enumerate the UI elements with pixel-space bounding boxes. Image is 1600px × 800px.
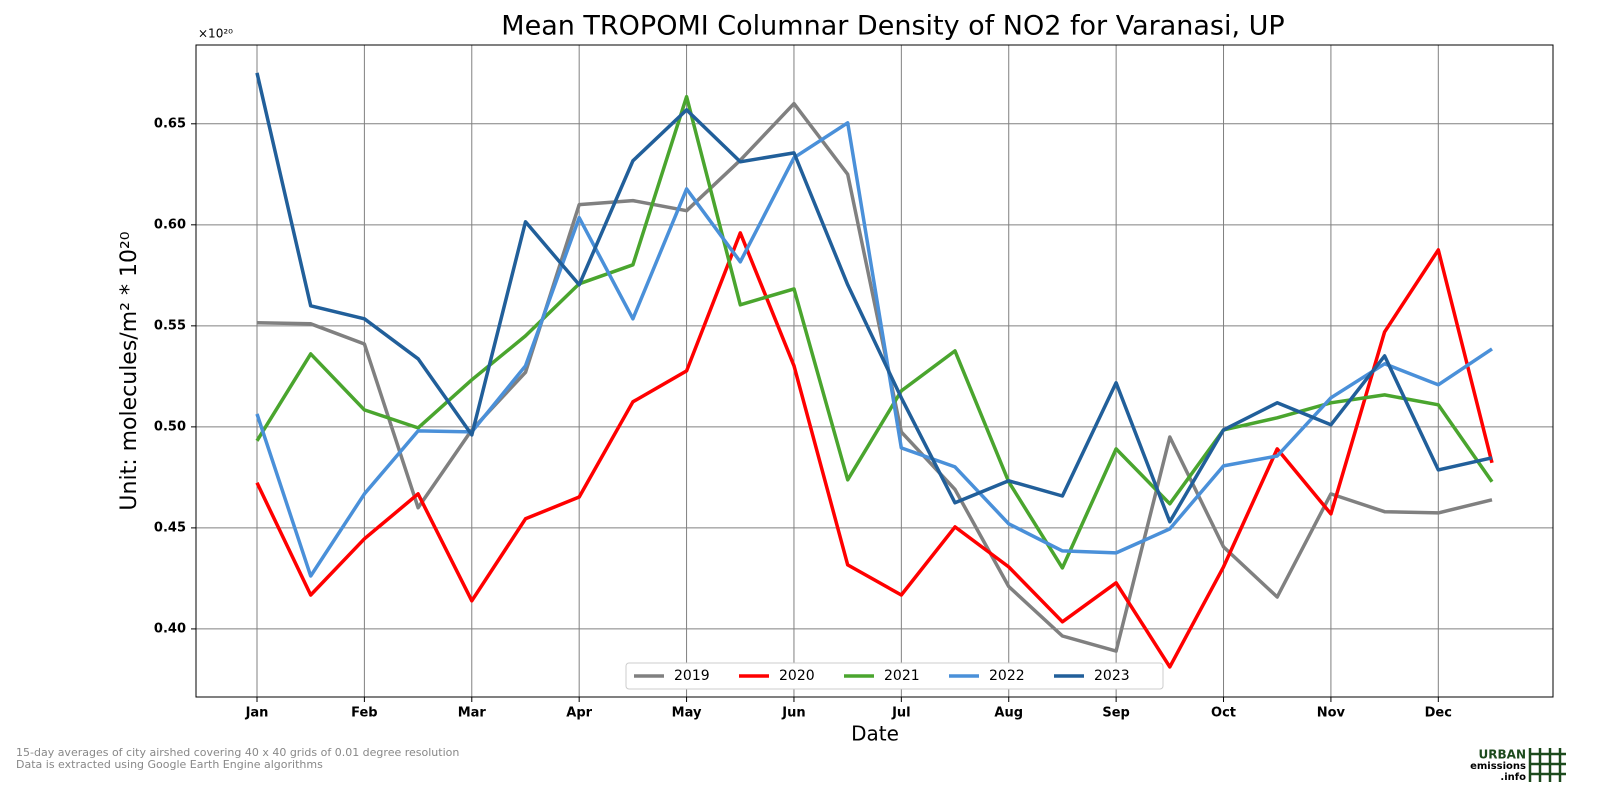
data-line xyxy=(255,94,1494,570)
x-tick-label: Feb xyxy=(351,706,377,721)
x-axis-label: Date xyxy=(851,722,899,746)
logo-text: URBAN xyxy=(1479,748,1526,762)
chart-title: Mean TROPOMI Columnar Density of NO2 for… xyxy=(501,11,1284,42)
x-tick-label: Mar xyxy=(458,706,487,721)
x-tick-label: Dec xyxy=(1425,706,1452,721)
legend-label: 2022 xyxy=(989,668,1025,684)
x-tick-label: May xyxy=(672,706,702,721)
x-tick-label: Nov xyxy=(1317,706,1346,721)
y-tick-label: 0.65 xyxy=(154,116,186,131)
plot-frame xyxy=(195,44,1554,698)
data-line xyxy=(255,121,1493,578)
x-tick-label: Jan xyxy=(245,706,269,721)
x-tick-label: Oct xyxy=(1211,706,1236,721)
y-tick-label: 0.55 xyxy=(154,318,186,333)
logo: URBAN emissions .info xyxy=(1470,748,1566,783)
legend-label: 2019 xyxy=(674,668,710,684)
y-tick-label: 0.40 xyxy=(154,621,186,636)
x-tick-label: Jun xyxy=(781,706,805,721)
x-tick-label: Apr xyxy=(566,706,592,721)
footnote: 15-day averages of city airshed covering… xyxy=(16,746,459,759)
logo-text: emissions xyxy=(1470,761,1526,772)
data-line xyxy=(255,231,1494,669)
y-tick-label: 0.50 xyxy=(154,419,186,434)
x-tick-label: Aug xyxy=(994,706,1023,721)
y-axis-label: Unit: molecules/m² * 10²⁰ xyxy=(117,231,142,510)
legend-label: 2020 xyxy=(779,668,815,684)
data-line xyxy=(255,72,1493,524)
x-tick-label: Jul xyxy=(891,706,911,721)
data-line xyxy=(256,101,1493,653)
footnote: Data is extracted using Google Earth Eng… xyxy=(16,758,323,771)
y-tick-label: 0.60 xyxy=(154,217,186,232)
x-tick-label: Sep xyxy=(1102,706,1130,721)
legend-box xyxy=(625,662,1164,690)
logo-grid xyxy=(1528,748,1566,782)
y-tick-label: 0.45 xyxy=(154,520,186,535)
offset-label: ×10²⁰ xyxy=(198,27,233,41)
legend-label: 2021 xyxy=(884,668,920,684)
legend-label: 2023 xyxy=(1094,668,1130,684)
logo-text: .info xyxy=(1500,772,1526,783)
